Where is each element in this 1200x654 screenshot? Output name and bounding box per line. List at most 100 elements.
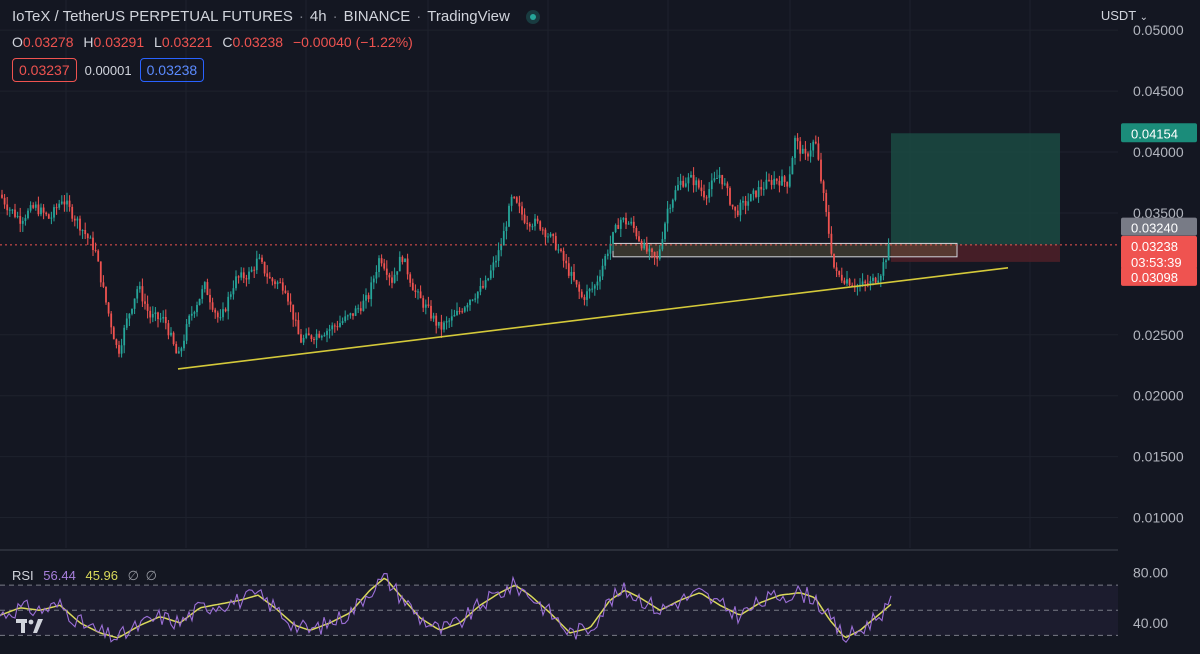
candle <box>877 280 880 283</box>
candle <box>417 291 419 293</box>
candle <box>593 285 596 289</box>
candle <box>11 209 14 211</box>
symbol-title[interactable]: IoTeX / TetherUS PERPETUAL FUTURES <box>12 8 293 25</box>
rsi-tick-label: 40.00 <box>1133 615 1168 631</box>
change-value: −0.00040 (−1.22%) <box>292 34 413 50</box>
candle <box>788 174 791 187</box>
candle <box>380 258 383 264</box>
rsi-panel[interactable]: 80.00 40.00 <box>0 565 1168 644</box>
candle <box>60 201 63 204</box>
target-price-label: 0.04154 <box>1131 126 1178 141</box>
candle <box>612 232 614 244</box>
candle <box>736 210 739 216</box>
candle <box>489 270 492 279</box>
rsi-ma-value: 45.96 <box>85 568 119 583</box>
candle <box>292 304 295 320</box>
chart-header: IoTeX / TetherUS PERPETUAL FUTURES · 4h … <box>12 8 540 25</box>
candle <box>450 316 453 321</box>
candle <box>14 209 16 217</box>
candle <box>118 344 120 354</box>
candle <box>333 325 336 327</box>
candle <box>86 234 89 239</box>
candle <box>328 329 331 331</box>
candle <box>34 204 37 208</box>
candle <box>606 253 609 257</box>
candle <box>482 286 484 288</box>
candle <box>352 313 354 316</box>
candle <box>84 229 87 235</box>
candle <box>71 206 74 219</box>
sell-button[interactable]: 0.03237 <box>12 58 77 82</box>
candle <box>586 291 588 300</box>
candle <box>32 205 35 208</box>
trade-buttons: 0.03237 0.00001 0.03238 <box>12 58 205 82</box>
candle <box>209 294 211 303</box>
candle <box>619 219 622 229</box>
candle <box>768 179 770 181</box>
candle <box>879 275 882 281</box>
candle <box>294 319 297 321</box>
candle <box>697 180 700 188</box>
candle <box>677 184 679 191</box>
candle <box>276 282 279 285</box>
price-axis[interactable]: 0.05000 0.04500 0.04000 0.03500 0.02500 0.020… <box>1118 0 1200 654</box>
candle <box>305 333 308 338</box>
candle <box>560 249 562 251</box>
candle <box>164 316 167 324</box>
axis-background <box>1118 0 1200 654</box>
candle <box>440 321 443 330</box>
price-tick-label: 0.04500 <box>1133 83 1184 99</box>
interval-label[interactable]: 4h <box>309 8 327 25</box>
candle <box>227 296 230 312</box>
target-zone <box>891 133 1060 245</box>
candle <box>409 274 412 283</box>
candle <box>573 271 575 281</box>
rsi-label[interactable]: RSI <box>12 568 34 583</box>
candle <box>775 178 778 181</box>
candle <box>190 313 193 316</box>
candle <box>721 174 724 185</box>
buy-button[interactable]: 0.03238 <box>139 58 205 82</box>
tradingview-logo-icon[interactable] <box>16 617 44 637</box>
candle <box>874 277 877 283</box>
candle <box>872 277 874 282</box>
price-tick-label: 0.01000 <box>1133 510 1184 526</box>
candle <box>266 273 269 277</box>
currency-selector[interactable]: USDT ⌄ <box>1101 8 1148 23</box>
candle <box>575 280 578 285</box>
candle <box>235 276 237 289</box>
candle <box>411 282 414 291</box>
candle <box>723 183 726 185</box>
candle <box>63 201 66 205</box>
candle <box>601 265 604 277</box>
candle <box>809 150 812 157</box>
candle <box>50 217 53 219</box>
candle <box>617 224 620 229</box>
candle <box>625 217 627 225</box>
candle <box>105 286 107 303</box>
candle <box>240 272 243 278</box>
candle <box>99 261 102 283</box>
candle <box>401 256 404 262</box>
candle <box>778 180 781 186</box>
candle <box>196 305 198 313</box>
candle <box>627 223 630 225</box>
candle <box>726 183 729 189</box>
candle <box>557 249 560 251</box>
rsi-ma-line <box>0 577 892 639</box>
candle <box>388 274 391 278</box>
close-value: 0.03238 <box>232 34 284 50</box>
candle <box>448 320 451 322</box>
candle <box>281 282 284 291</box>
candle <box>463 307 466 312</box>
candle <box>219 317 222 319</box>
candle <box>398 256 401 272</box>
candle <box>232 288 235 295</box>
candle <box>835 267 838 272</box>
candle <box>484 280 487 288</box>
candle <box>362 300 365 311</box>
candle <box>461 311 464 313</box>
stop-zone <box>891 244 1060 262</box>
candle <box>651 248 653 253</box>
